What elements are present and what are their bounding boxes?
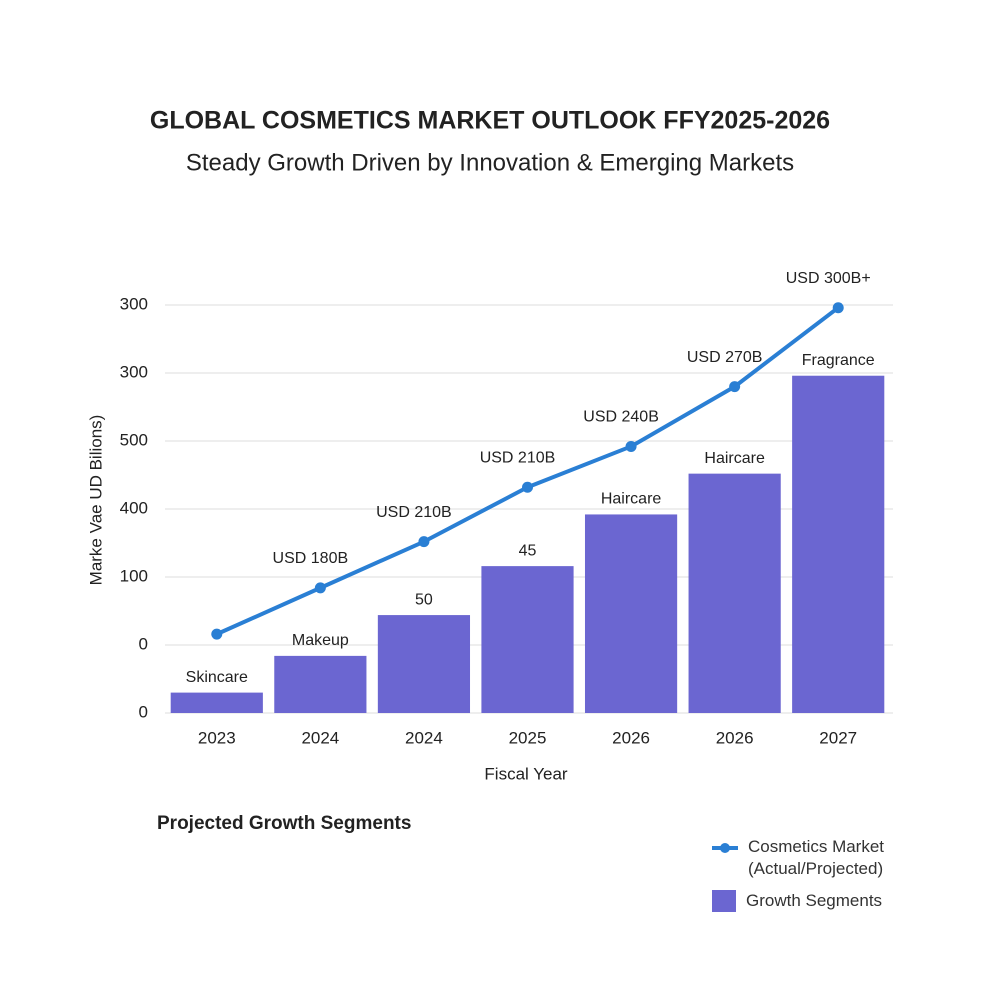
x-tick-label: 2024 xyxy=(405,728,443,747)
y-tick-label: 100 xyxy=(120,566,148,585)
bar-label: Skincare xyxy=(186,669,248,686)
point-label: USD 240B xyxy=(583,409,659,426)
x-tick-label: 2025 xyxy=(509,728,547,747)
line-point xyxy=(522,481,533,493)
x-tick-label: 2026 xyxy=(716,728,754,747)
y-tick-label: 400 xyxy=(120,498,148,517)
x-tick-label: 2024 xyxy=(301,728,339,747)
legend-label: Cosmetics Market (Actual/Projected) xyxy=(748,837,885,878)
x-tick-label: 2026 xyxy=(612,728,650,747)
point-label: USD 180B xyxy=(273,550,349,567)
bar xyxy=(792,375,885,713)
bar xyxy=(481,566,574,713)
line-point xyxy=(211,628,223,640)
y-tick-label: 500 xyxy=(120,430,148,449)
line-point xyxy=(625,440,637,452)
line-point xyxy=(314,582,326,594)
section-heading: Projected Growth Segments xyxy=(157,813,411,834)
point-label: USD 210B xyxy=(376,504,452,521)
legend: Cosmetics Market (Actual/Projected) Growt… xyxy=(712,836,908,922)
bar xyxy=(377,615,471,713)
legend-label: Growth Segments xyxy=(746,891,883,910)
y-tick-label: 300 xyxy=(120,362,148,381)
chart-title: GLOBAL COSMETICS MARKET OUTLOOK FFY2025-… xyxy=(150,107,830,135)
y-tick-label: 300 xyxy=(120,294,148,313)
y-tick-label: 0 xyxy=(139,634,148,653)
bar-label: 45 xyxy=(519,542,537,559)
x-axis-label: Fiscal Year xyxy=(484,764,567,783)
y-axis-label: Marke Vae UD Bilions) xyxy=(86,415,105,586)
point-label: USD 300B+ xyxy=(786,270,871,287)
bar-label: 50 xyxy=(415,591,433,608)
bar-label: Makeup xyxy=(292,632,349,649)
legend-swatch xyxy=(712,836,738,858)
x-tick-label: 2027 xyxy=(819,728,857,747)
bar-label: Haircare xyxy=(601,491,662,508)
bar xyxy=(274,655,367,713)
bar-label: Fragrance xyxy=(802,352,875,369)
legend-item: Cosmetics Market (Actual/Projected) xyxy=(712,836,908,880)
legend-item: Growth Segments xyxy=(712,890,908,912)
bar xyxy=(170,692,263,713)
bar xyxy=(688,473,781,713)
chart-subtitle: Steady Growth Driven by Innovation & Eme… xyxy=(186,149,794,176)
legend-swatch xyxy=(712,890,736,912)
bar xyxy=(584,514,678,713)
point-label: USD 210B xyxy=(480,449,556,466)
y-tick-label: 0 xyxy=(139,702,148,721)
bar-label: Haircare xyxy=(704,450,765,467)
point-label: USD 270B xyxy=(687,349,763,366)
line-point xyxy=(729,381,741,393)
line-point xyxy=(418,536,430,548)
x-tick-label: 2023 xyxy=(198,728,236,747)
line-point xyxy=(832,302,844,314)
